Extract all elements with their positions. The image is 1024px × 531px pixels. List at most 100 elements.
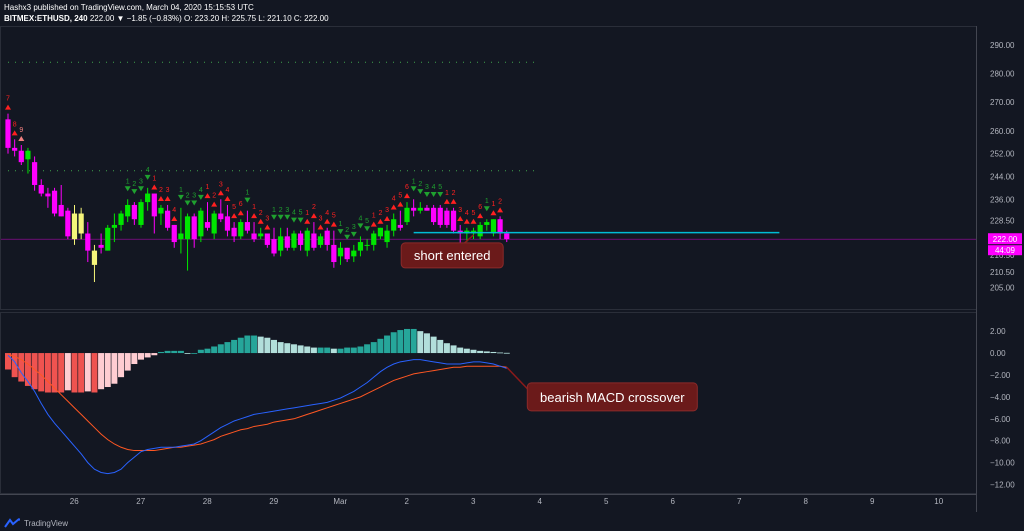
- candle-body[interactable]: [158, 207, 164, 214]
- candle-body[interactable]: [251, 233, 257, 240]
- macd-histogram-bar[interactable]: [271, 339, 277, 354]
- candle-body[interactable]: [344, 247, 350, 260]
- candle-body[interactable]: [397, 224, 403, 228]
- candle[interactable]: [484, 219, 490, 231]
- macd-histogram-bar[interactable]: [357, 346, 364, 354]
- candle-body[interactable]: [51, 190, 58, 214]
- macd-crossover-callout[interactable]: bearish MACD crossover: [526, 382, 698, 412]
- macd-histogram-bar[interactable]: [304, 346, 311, 354]
- candle-body[interactable]: [131, 204, 137, 220]
- macd-histogram-bar[interactable]: [350, 347, 357, 354]
- candle-body[interactable]: [377, 227, 383, 237]
- macd-histogram-bar[interactable]: [124, 353, 131, 371]
- candle[interactable]: [497, 216, 503, 240]
- candle-body[interactable]: [424, 207, 430, 211]
- macd-histogram-bar[interactable]: [404, 328, 410, 354]
- candle-body[interactable]: [85, 233, 91, 251]
- candle-body[interactable]: [38, 184, 44, 194]
- candle[interactable]: [151, 193, 157, 234]
- candle[interactable]: [404, 202, 410, 225]
- macd-histogram-bar[interactable]: [44, 353, 51, 393]
- candle-body[interactable]: [145, 193, 151, 203]
- candle-body[interactable]: [165, 210, 171, 228]
- candle-body[interactable]: [404, 207, 410, 223]
- candle-body[interactable]: [490, 219, 497, 234]
- candle[interactable]: [258, 227, 264, 240]
- macd-histogram-bar[interactable]: [423, 333, 430, 354]
- macd-histogram-bar[interactable]: [31, 353, 38, 390]
- candle[interactable]: [304, 227, 310, 257]
- candle[interactable]: [437, 204, 443, 228]
- candle[interactable]: [224, 204, 231, 237]
- candle-body[interactable]: [125, 204, 131, 217]
- macd-histogram-bar[interactable]: [237, 337, 244, 354]
- candle-body[interactable]: [105, 227, 111, 251]
- candle-body[interactable]: [204, 222, 211, 228]
- candle-body[interactable]: [71, 213, 78, 240]
- macd-histogram-bar[interactable]: [310, 347, 317, 354]
- candle[interactable]: [171, 224, 177, 248]
- candle[interactable]: [397, 210, 403, 231]
- macd-histogram-bar[interactable]: [217, 344, 224, 354]
- candle-body[interactable]: [484, 222, 490, 225]
- candle-body[interactable]: [391, 219, 397, 231]
- candle[interactable]: [477, 222, 483, 240]
- candle-body[interactable]: [25, 150, 31, 160]
- candle[interactable]: [444, 207, 450, 228]
- candle-body[interactable]: [151, 193, 157, 217]
- macd-histogram-bar[interactable]: [5, 353, 11, 370]
- candle-body[interactable]: [12, 147, 18, 151]
- macd-histogram-bar[interactable]: [324, 347, 331, 354]
- candle[interactable]: [111, 213, 117, 243]
- candle[interactable]: [490, 219, 497, 237]
- candle[interactable]: [424, 204, 430, 211]
- candle-body[interactable]: [311, 233, 317, 248]
- macd-histogram-bar[interactable]: [503, 352, 510, 354]
- candle-body[interactable]: [138, 202, 144, 225]
- tradingview-footer[interactable]: TradingView: [4, 518, 68, 528]
- macd-histogram-bar[interactable]: [490, 351, 497, 354]
- macd-histogram-bar[interactable]: [91, 353, 98, 393]
- macd-histogram-bar[interactable]: [463, 348, 470, 354]
- macd-histogram-bar[interactable]: [317, 347, 324, 354]
- macd-histogram-bar[interactable]: [71, 353, 78, 393]
- candle-body[interactable]: [258, 233, 264, 237]
- macd-histogram-bar[interactable]: [11, 353, 18, 378]
- macd-histogram-bar[interactable]: [118, 353, 125, 378]
- candle-body[interactable]: [337, 247, 344, 257]
- macd-histogram-bar[interactable]: [344, 347, 351, 354]
- candle-body[interactable]: [271, 239, 277, 254]
- candle-body[interactable]: [18, 150, 24, 163]
- candle-body[interactable]: [218, 213, 224, 220]
- candle-body[interactable]: [231, 227, 237, 237]
- candle-body[interactable]: [364, 244, 370, 246]
- macd-histogram-bar[interactable]: [430, 336, 437, 354]
- candle-body[interactable]: [317, 236, 324, 245]
- macd-histogram-bar[interactable]: [78, 353, 85, 393]
- macd-histogram-bar[interactable]: [164, 350, 171, 354]
- candle-body[interactable]: [65, 210, 71, 237]
- candle-body[interactable]: [450, 210, 457, 231]
- macd-histogram-bar[interactable]: [457, 347, 464, 354]
- candle[interactable]: [65, 207, 71, 240]
- candle[interactable]: [58, 184, 64, 217]
- macd-histogram-bar[interactable]: [24, 353, 31, 386]
- candle[interactable]: [291, 230, 297, 251]
- candle[interactable]: [78, 207, 84, 240]
- candle-body[interactable]: [298, 233, 304, 245]
- candle[interactable]: [218, 199, 224, 223]
- candle-body[interactable]: [111, 224, 117, 228]
- macd-histogram-bar[interactable]: [231, 339, 238, 354]
- macd-histogram-bar[interactable]: [277, 342, 284, 354]
- macd-histogram-bar[interactable]: [337, 348, 344, 354]
- macd-histogram-bar[interactable]: [138, 353, 144, 360]
- candle[interactable]: [324, 227, 330, 251]
- candle[interactable]: [377, 227, 383, 240]
- macd-histogram-bar[interactable]: [450, 345, 457, 354]
- macd-histogram-bar[interactable]: [184, 353, 191, 354]
- short-entered-callout[interactable]: short entered: [400, 242, 504, 269]
- candle[interactable]: [125, 199, 131, 223]
- macd-histogram-bar[interactable]: [477, 350, 484, 354]
- candle-body[interactable]: [191, 216, 197, 240]
